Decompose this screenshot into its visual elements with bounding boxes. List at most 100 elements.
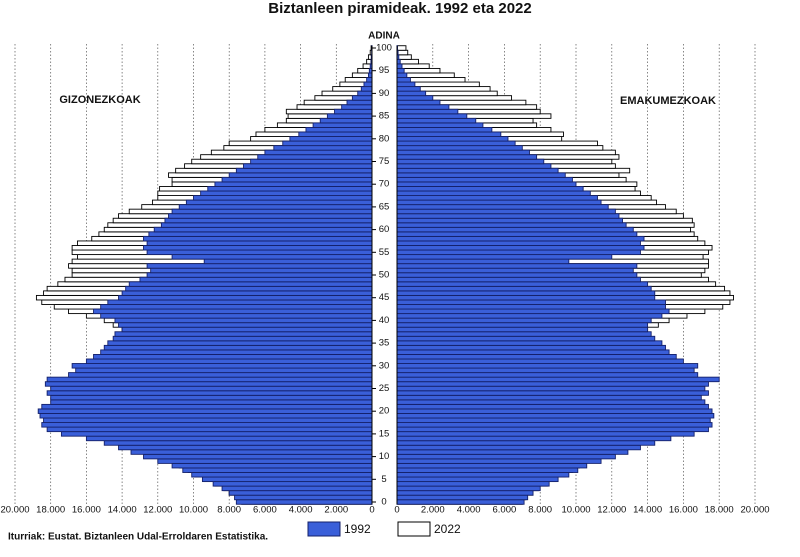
y-tick-label: 100 [376, 43, 392, 54]
bar [357, 90, 373, 97]
bar [334, 108, 373, 115]
bar [396, 81, 416, 88]
bar [396, 276, 641, 283]
bar [107, 299, 373, 305]
bar [182, 467, 373, 473]
bar [396, 481, 550, 487]
legend-swatch [307, 521, 341, 537]
bar [207, 186, 373, 192]
bar [396, 326, 649, 333]
bar [396, 231, 638, 237]
bar [319, 117, 373, 124]
bar [396, 77, 411, 83]
bar [396, 145, 523, 151]
bar [114, 317, 373, 324]
bar [200, 190, 373, 196]
bar [396, 249, 641, 256]
x-tick-label: 16.000 [669, 505, 698, 516]
y-tick-label: 50 [379, 270, 390, 281]
bar [118, 444, 373, 451]
bar [146, 240, 373, 246]
bar [396, 472, 570, 478]
bar [396, 322, 649, 328]
axis-label: ADINA [368, 31, 400, 42]
bar [100, 349, 373, 355]
x-tick-label: 18.000 [705, 505, 734, 516]
bar [100, 304, 373, 310]
bar [396, 390, 709, 396]
bar [118, 322, 373, 328]
bar [221, 485, 373, 492]
bar [46, 390, 373, 396]
bar [396, 413, 715, 419]
bar [273, 145, 373, 151]
y-tick-label: 95 [379, 65, 390, 76]
bar [93, 354, 373, 360]
bar [143, 245, 373, 251]
bar [85, 358, 373, 364]
y-tick-label: 55 [379, 247, 390, 258]
side-label: GIZONEZKOAK [59, 94, 140, 106]
bar [396, 245, 645, 251]
bar [396, 122, 484, 128]
bar [396, 136, 509, 142]
bar [396, 90, 427, 97]
bar [396, 449, 629, 455]
bar [121, 290, 373, 296]
x-tick-label: 12.000 [597, 505, 626, 516]
x-tick-label: 2.000 [324, 505, 348, 516]
y-tick-label: 70 [379, 179, 390, 190]
bar [396, 190, 591, 196]
bar [203, 258, 373, 265]
bar [171, 208, 373, 215]
bar [50, 394, 373, 401]
bar [103, 344, 373, 351]
bar [396, 476, 559, 483]
bar [37, 408, 373, 414]
bar [396, 363, 699, 369]
bar [396, 167, 559, 174]
bar [396, 381, 709, 387]
bar [50, 385, 373, 392]
bar [396, 149, 530, 156]
bar [396, 49, 409, 56]
bar [396, 376, 720, 383]
bar [396, 45, 407, 51]
bar [250, 158, 373, 165]
bar [396, 385, 706, 392]
y-tick-label: 85 [379, 111, 390, 122]
y-tick-label: 5 [381, 474, 386, 485]
bar [396, 467, 579, 473]
y-tick-label: 25 [379, 383, 390, 394]
bar [341, 104, 373, 110]
bar [114, 331, 373, 337]
bar [396, 344, 666, 351]
bar [396, 367, 695, 374]
bar [71, 363, 373, 369]
legend: 1992 2022 [307, 521, 461, 537]
bar [396, 462, 588, 469]
bar [396, 95, 434, 101]
bar [112, 335, 373, 342]
bar [396, 213, 620, 219]
bar [396, 254, 613, 260]
bar [121, 326, 373, 333]
bar [396, 181, 577, 187]
bar [153, 226, 373, 233]
bar [396, 399, 706, 405]
x-tick-label: 8.000 [528, 505, 552, 516]
bar [178, 204, 373, 210]
bar [396, 217, 623, 224]
bar [160, 222, 373, 228]
x-tick-label: 20.000 [740, 505, 769, 516]
bar [46, 426, 373, 433]
chart-title: Biztanleen piramideak. 1992 eta 2022 [268, 0, 531, 17]
bar [396, 158, 545, 165]
y-tick-label: 40 [379, 315, 390, 326]
bar [396, 204, 609, 210]
bar [150, 267, 373, 274]
bar [396, 394, 702, 401]
bar [396, 195, 598, 201]
y-tick-label: 0 [381, 497, 386, 508]
